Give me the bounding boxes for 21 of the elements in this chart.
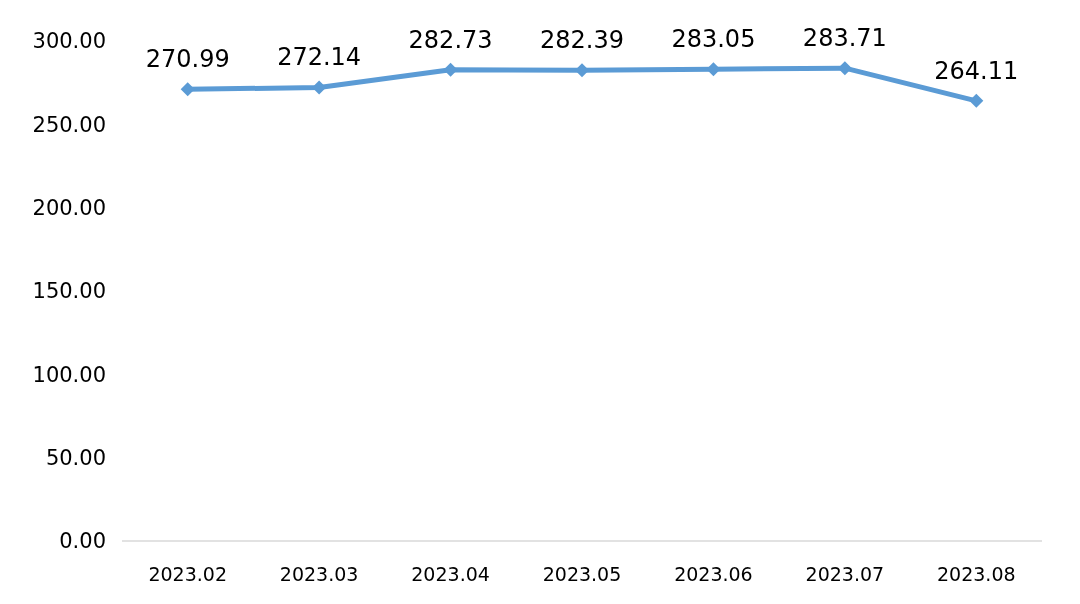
data-label: 270.99 <box>145 45 230 74</box>
y-tick-label: 50.00 <box>45 446 106 471</box>
data-label: 272.14 <box>277 43 362 72</box>
x-tick-label: 2023.08 <box>937 563 1016 585</box>
x-tick-label: 2023.05 <box>542 563 622 585</box>
data-label: 264.11 <box>934 56 1019 85</box>
x-tick-label: 2023.07 <box>805 563 885 585</box>
x-tick-label: 2023.02 <box>148 563 227 585</box>
x-tick-label: 2023.06 <box>674 563 753 585</box>
x-tick-label: 2023.04 <box>411 563 490 585</box>
y-tick-label: 0.00 <box>59 529 106 554</box>
data-label: 282.39 <box>540 26 624 55</box>
data-label: 283.71 <box>802 24 887 53</box>
y-tick-label: 150.00 <box>32 279 106 304</box>
data-label: 283.05 <box>671 25 756 54</box>
x-tick-label: 2023.03 <box>279 563 359 585</box>
data-label: 282.73 <box>408 25 493 54</box>
y-tick-label: 200.00 <box>32 196 106 221</box>
y-tick-label: 100.00 <box>32 362 106 387</box>
y-tick-label: 300.00 <box>32 29 106 54</box>
y-tick-label: 250.00 <box>32 112 106 137</box>
